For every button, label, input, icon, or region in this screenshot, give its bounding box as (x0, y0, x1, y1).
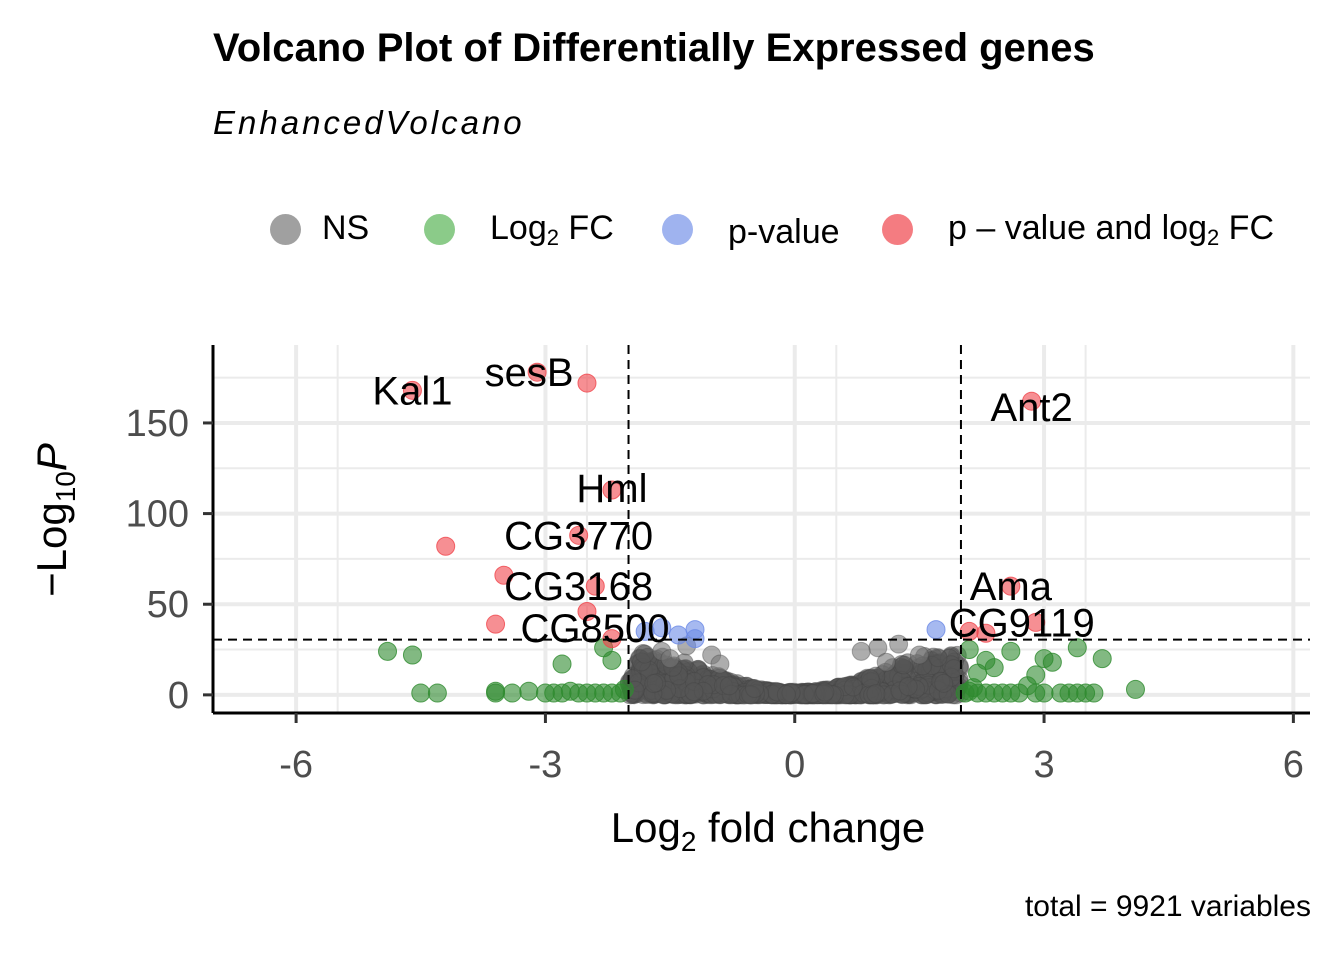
point-fc (984, 658, 1004, 678)
ns-point (710, 654, 730, 674)
point-fc (402, 645, 422, 665)
point-pfc (976, 623, 996, 643)
gene-label: CG3770 (504, 514, 653, 558)
legend-swatch-ns (270, 214, 301, 245)
point-fc (1084, 683, 1104, 703)
gene-label: Hml (576, 467, 647, 511)
x-tick-label: -3 (529, 744, 563, 786)
x-tick-label: -6 (279, 744, 313, 786)
point-p (926, 620, 946, 640)
point-fc (963, 678, 983, 698)
gene-label: CG8500 (520, 607, 669, 651)
ns-point (934, 673, 954, 693)
point-fc (1034, 683, 1054, 703)
point-pfc (1001, 576, 1021, 596)
y-tick-label: 50 (147, 584, 189, 626)
x-tick-label: 0 (784, 744, 805, 786)
legend-swatch-pvalue-and-log2fc (882, 214, 913, 245)
point-fc (1017, 676, 1037, 696)
axes (211, 345, 1310, 715)
ns-point (866, 684, 886, 704)
ns-point (944, 659, 964, 679)
ns-point (889, 634, 909, 654)
tick-labels: -6 -3 0 3 6 0 50 100 150 (126, 403, 1304, 786)
point-fc (1092, 649, 1112, 669)
point-fc (427, 683, 447, 703)
point-fc (1042, 652, 1062, 672)
threshold-lines (213, 345, 1310, 713)
point-fc (1067, 683, 1087, 703)
ns-point (876, 652, 896, 672)
chart-caption: total = 9921 variables (1024, 890, 1311, 923)
point-p (668, 625, 688, 645)
y-tick-label: 100 (126, 494, 189, 536)
y-axis-title: −Log10P (28, 443, 81, 597)
grid-lines (213, 345, 1310, 713)
point-pfc (577, 373, 597, 393)
point-fc (519, 681, 539, 701)
legend-label-log2fc: Log2 FC (490, 209, 614, 250)
point-pfc (585, 576, 605, 596)
ns-point (644, 673, 664, 693)
gene-label: sesB (485, 351, 574, 395)
point-pfc (1026, 612, 1046, 632)
point-fc (1125, 679, 1145, 699)
ns-point (660, 649, 680, 669)
point-fc (502, 683, 522, 703)
ns-point (776, 685, 796, 705)
point-pfc (577, 601, 597, 621)
point-fc (378, 641, 398, 661)
point-fc (594, 683, 614, 703)
point-pfc (486, 614, 506, 634)
ns-point (898, 677, 918, 697)
point-pfc (402, 380, 422, 400)
ns-point (684, 682, 704, 702)
gene-label: Ama (970, 565, 1053, 609)
x-tick-label: 3 (1033, 744, 1054, 786)
ns-point (851, 641, 871, 661)
gene-label: CG3168 (504, 565, 653, 609)
y-tick-label: 0 (168, 675, 189, 717)
ns-points (619, 634, 971, 705)
x-axis-title: Log2 fold change (611, 804, 926, 857)
point-pfc (436, 536, 456, 556)
gene-label: Kal1 (372, 369, 452, 413)
point-fc (552, 683, 572, 703)
point-fc (1001, 641, 1021, 661)
ns-point (815, 682, 835, 702)
point-pfc (569, 525, 589, 545)
y-tick-label: 150 (126, 403, 189, 445)
point-fc (1067, 638, 1087, 658)
ns-point (745, 679, 765, 699)
significant-points (378, 362, 1145, 703)
legend-label-pvalue-and-log2fc: p – value and log2 FC (948, 209, 1275, 250)
point-pfc (494, 565, 514, 585)
gene-label: CG9119 (949, 601, 1095, 645)
point-pfc (602, 480, 622, 500)
chart-title: Volcano Plot of Differentially Expressed… (213, 26, 1095, 70)
point-fc (411, 683, 431, 703)
point-pfc (527, 362, 547, 382)
point-pfc (1022, 391, 1042, 411)
legend-swatch-log2fc (424, 214, 455, 245)
gene-label: Ant2 (990, 386, 1072, 430)
legend-swatch-pvalue (662, 214, 693, 245)
ns-point (909, 645, 929, 665)
ns-point (843, 677, 863, 697)
ns-point (719, 676, 739, 696)
ns-point (894, 655, 914, 675)
point-fc (614, 679, 634, 699)
legend-label-pvalue: p-value (728, 213, 840, 251)
point-fc (552, 654, 572, 674)
x-tick-label: 6 (1283, 744, 1304, 786)
chart-subtitle: EnhancedVolcano (213, 104, 525, 141)
point-fc (486, 683, 506, 703)
legend-label-ns: NS (322, 209, 370, 247)
point-p (635, 621, 655, 641)
ns-point (928, 648, 948, 668)
